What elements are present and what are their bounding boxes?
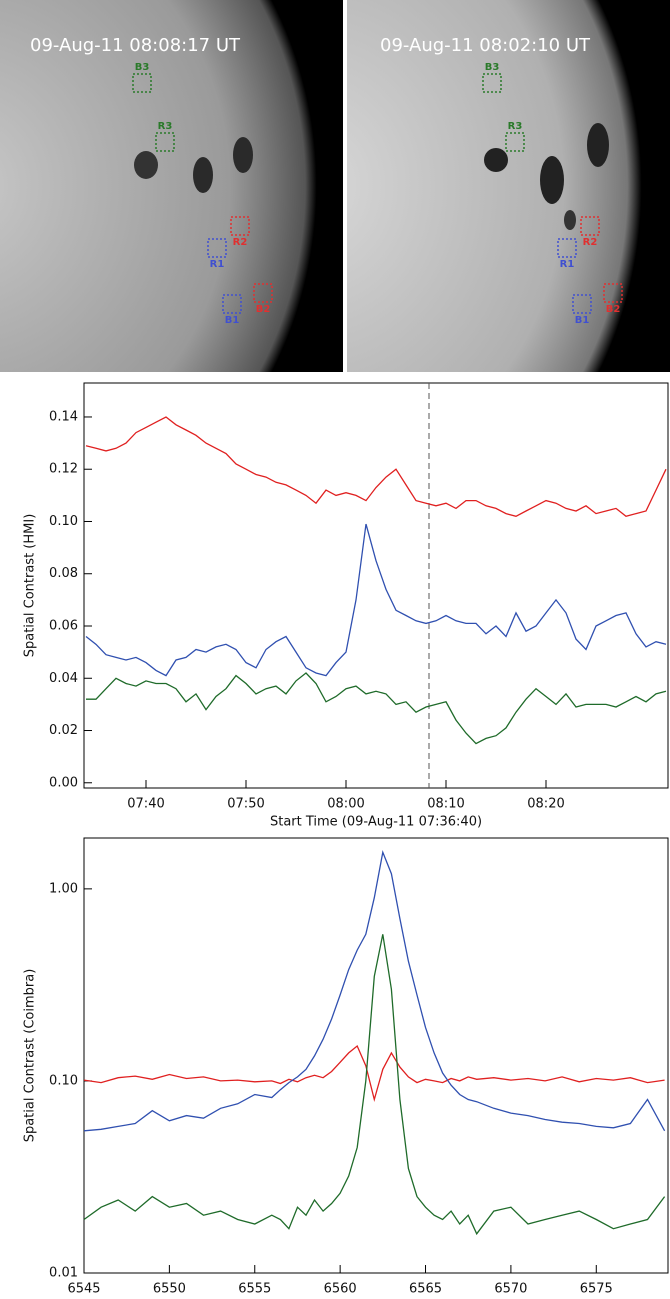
- region-label: B3: [485, 62, 500, 73]
- y-tick-label: 0.08: [49, 566, 78, 581]
- region-label: B2: [606, 304, 621, 315]
- series-line: [83, 1044, 665, 1103]
- region-box: [155, 132, 175, 152]
- region-box: [505, 132, 525, 152]
- y-tick-label: 0.00: [49, 775, 78, 790]
- region-label: R3: [508, 121, 523, 132]
- series-line: [85, 523, 667, 677]
- region-box: [132, 73, 152, 93]
- region-box: [253, 283, 273, 303]
- series-line: [83, 849, 666, 1132]
- region-label: R1: [560, 259, 575, 270]
- region-label: B2: [256, 304, 271, 315]
- region-box: [557, 238, 577, 258]
- region-label: R3: [158, 121, 173, 132]
- y-tick-label: 0.12: [49, 462, 78, 477]
- x-tick-label: 6560: [324, 1282, 357, 1297]
- x-tick-label: 6565: [409, 1282, 442, 1297]
- image-coimbra: 09-Aug-11 08:02:10 UT: [347, 0, 670, 372]
- plot-frame: [83, 382, 669, 789]
- image-hmi: 09-Aug-11 08:08:17 UT: [0, 0, 343, 372]
- region-label: R2: [233, 237, 248, 248]
- region-label: B1: [225, 315, 240, 326]
- y-axis-label: Spatial Contrast (Coimbra): [23, 969, 38, 1143]
- region-label: B3: [135, 62, 150, 73]
- region-box: [222, 294, 242, 314]
- region-box: [603, 283, 623, 303]
- timestamp: 09-Aug-11 08:02:10 UT: [380, 35, 591, 56]
- region-box: [572, 294, 592, 314]
- region-box: [230, 216, 250, 236]
- y-axis-label: Spatial Contrast (HMI): [23, 514, 38, 658]
- x-tick-label: 6545: [67, 1282, 100, 1297]
- x-tick-label: 07:40: [127, 797, 164, 812]
- y-tick-label: 1.00: [49, 881, 78, 896]
- plot-frame: [83, 837, 669, 1274]
- x-tick-label: 08:20: [527, 797, 564, 812]
- series-line: [83, 934, 666, 1236]
- timestamp: 09-Aug-11 08:08:17 UT: [30, 35, 241, 56]
- y-tick-label: 0.06: [49, 619, 78, 634]
- x-tick-label: 6555: [238, 1282, 271, 1297]
- region-label: R2: [583, 237, 598, 248]
- x-tick-label: 08:10: [427, 797, 464, 812]
- region-box: [207, 238, 227, 258]
- y-tick-label: 0.10: [49, 514, 78, 529]
- x-tick-label: 07:50: [227, 797, 264, 812]
- x-tick-label: 6550: [153, 1282, 186, 1297]
- y-tick-label: 0.02: [49, 723, 78, 738]
- x-tick-label: 08:00: [327, 797, 364, 812]
- region-label: B1: [575, 315, 590, 326]
- y-tick-label: 0.14: [49, 409, 78, 424]
- region-box: [580, 216, 600, 236]
- x-axis-label: Start Time (09-Aug-11 07:36:40): [270, 815, 482, 830]
- region-label: R1: [210, 259, 225, 270]
- regions: B3 R3 R2 R1 B1 B2 B3 R3 R2 R1 B1 B2: [132, 62, 623, 326]
- x-tick-label: 6575: [580, 1282, 613, 1297]
- y-tick-label: 0.01: [49, 1266, 78, 1281]
- region-box: [482, 73, 502, 93]
- y-tick-label: 0.10: [49, 1073, 78, 1088]
- plots: 07:40 07:50 08:00 08:10 08:20 0.00 0.02 0.04 0.0…: [23, 382, 669, 1297]
- y-tick-label: 0.04: [49, 671, 78, 686]
- x-tick-label: 6570: [494, 1282, 527, 1297]
- series-line: [85, 416, 667, 518]
- series-line: [86, 672, 667, 745]
